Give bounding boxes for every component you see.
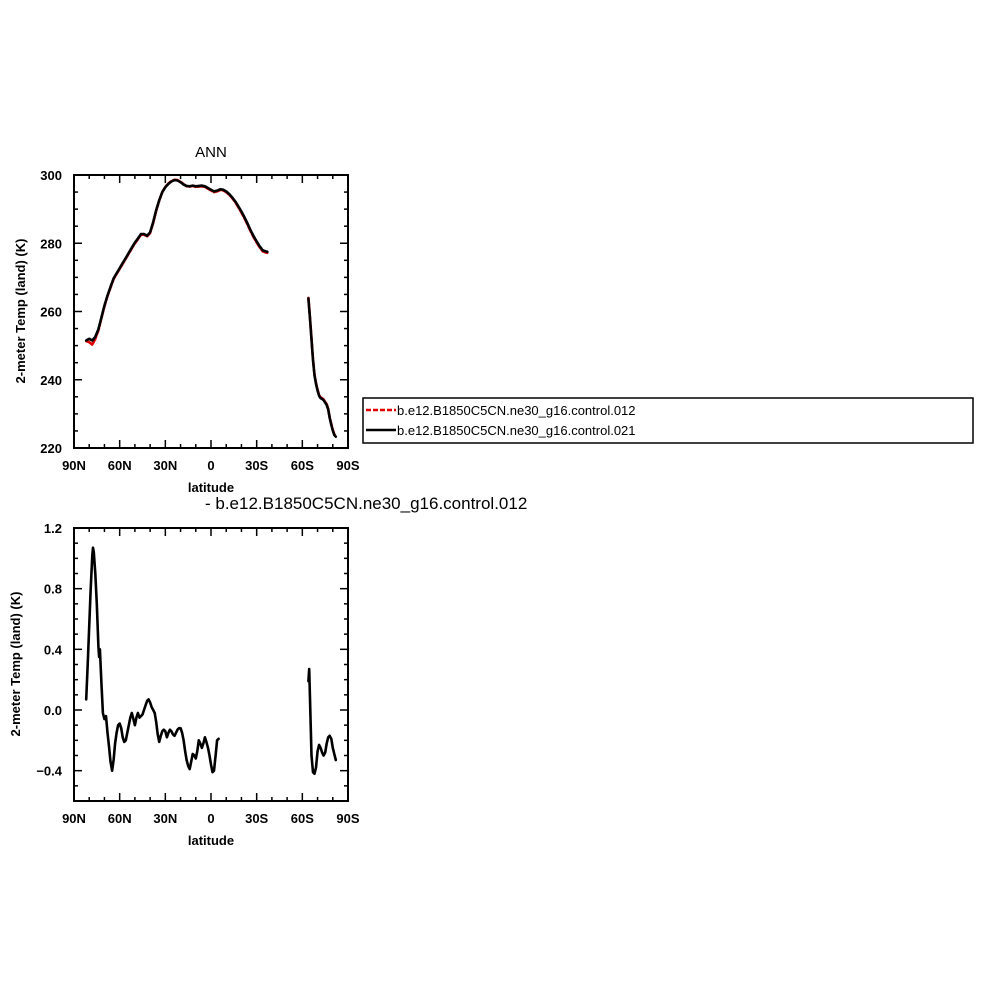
y-tick-label: 260 [40, 305, 62, 320]
x-tick-label: 90N [62, 811, 86, 826]
x-tick-label: 90S [336, 458, 359, 473]
series-line-0-segment-0 [84, 546, 220, 774]
y-tick-label: 300 [40, 168, 62, 183]
series-line-1-segment-0 [84, 178, 269, 342]
plot-frame [73, 174, 349, 449]
y-tick-label: −0.4 [36, 764, 62, 779]
x-tick-label: 60N [108, 811, 132, 826]
series-line-0-segment-1 [307, 667, 338, 775]
x-tick-label: 30N [153, 811, 177, 826]
y-tick-label: 0.4 [44, 642, 63, 657]
x-tick-label: 60S [291, 811, 314, 826]
x-tick-label: 60N [108, 458, 132, 473]
legend: b.e12.B1850C5CN.ne30_g16.control.012 b.e… [362, 397, 974, 444]
legend-box [362, 397, 974, 444]
y-tick-label: 280 [40, 236, 62, 251]
x-tick-label: 30S [245, 811, 268, 826]
panel-title: ANN [195, 144, 227, 161]
panel-title: - b.e12.B1850C5CN.ne30_g16.control.012 [205, 494, 527, 513]
legend-entry: b.e12.B1850C5CN.ne30_g16.control.021 [397, 423, 636, 438]
x-tick-label: 0 [207, 811, 214, 826]
temperature-panel: ANN 2-meter Temp (land) (K) latitude 90N… [13, 144, 360, 495]
y-tick-label: 0.0 [44, 703, 62, 718]
x-tick-label: 90N [62, 458, 86, 473]
x-tick-label: 90S [336, 811, 359, 826]
x-axis-label: latitude [188, 833, 234, 848]
y-tick-label: 1.2 [44, 521, 62, 536]
y-axis-label: 2-meter Temp (land) (K) [13, 239, 28, 384]
y-tick-label: 240 [40, 373, 62, 388]
x-tick-label: 60S [291, 458, 314, 473]
x-axis-label: latitude [188, 480, 234, 495]
x-tick-label: 0 [207, 458, 214, 473]
x-tick-label: 30N [153, 458, 177, 473]
difference-panel: - b.e12.B1850C5CN.ne30_g16.control.012 2… [8, 494, 527, 848]
y-tick-label: 220 [40, 441, 62, 456]
y-tick-label: 0.8 [44, 582, 62, 597]
series-line-0-segment-0 [84, 178, 269, 346]
y-axis-label: 2-meter Temp (land) (K) [8, 592, 23, 737]
series-line-1-segment-1 [307, 297, 338, 438]
x-tick-label: 30S [245, 458, 268, 473]
legend-entry: b.e12.B1850C5CN.ne30_g16.control.012 [397, 403, 636, 418]
